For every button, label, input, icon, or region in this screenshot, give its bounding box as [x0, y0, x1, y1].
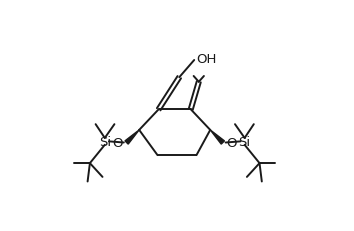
Polygon shape	[210, 130, 224, 145]
Text: OH: OH	[196, 52, 217, 65]
Text: Si: Si	[99, 135, 111, 148]
Text: O: O	[227, 136, 237, 149]
Polygon shape	[125, 130, 139, 145]
Text: Si: Si	[239, 135, 251, 148]
Text: O: O	[113, 136, 123, 149]
